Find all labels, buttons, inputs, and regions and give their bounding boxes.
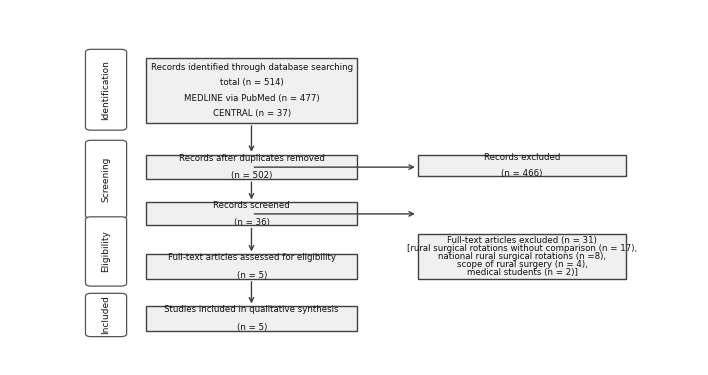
Text: Full-text articles excluded (n = 31): Full-text articles excluded (n = 31) (447, 236, 597, 245)
Text: (n = 5): (n = 5) (236, 323, 267, 332)
Text: Identification: Identification (101, 60, 110, 120)
Text: Records excluded: Records excluded (484, 153, 560, 162)
Text: Full-text articles assessed for eligibility: Full-text articles assessed for eligibil… (168, 253, 336, 262)
FancyBboxPatch shape (146, 58, 358, 123)
Text: medical students (n = 2)]: medical students (n = 2)] (467, 268, 578, 277)
Text: scope of rural surgery (n = 4),: scope of rural surgery (n = 4), (457, 260, 588, 269)
Text: [rural surgical rotations without comparison (n = 17),: [rural surgical rotations without compar… (407, 244, 637, 253)
Text: (n = 502): (n = 502) (231, 171, 273, 180)
Text: MEDLINE via PubMed (n = 477): MEDLINE via PubMed (n = 477) (184, 94, 319, 103)
Text: (n = 5): (n = 5) (236, 271, 267, 280)
Text: Included: Included (101, 296, 110, 334)
FancyBboxPatch shape (418, 155, 626, 176)
Text: (n = 466): (n = 466) (501, 169, 542, 178)
FancyBboxPatch shape (146, 202, 358, 225)
Text: CENTRAL (n = 37): CENTRAL (n = 37) (212, 110, 291, 118)
FancyBboxPatch shape (86, 140, 127, 218)
Text: (n = 36): (n = 36) (234, 218, 270, 227)
FancyBboxPatch shape (86, 217, 127, 286)
Text: Records after duplicates removed: Records after duplicates removed (179, 154, 325, 163)
Text: Records identified through database searching: Records identified through database sear… (151, 63, 353, 72)
FancyBboxPatch shape (418, 234, 626, 279)
Text: national rural surgical rotations (n =8),: national rural surgical rotations (n =8)… (438, 252, 606, 261)
FancyBboxPatch shape (146, 155, 358, 179)
Text: Screening: Screening (101, 157, 110, 202)
Text: Studies included in qualitative synthesis: Studies included in qualitative synthesi… (164, 305, 339, 314)
FancyBboxPatch shape (86, 293, 127, 337)
FancyBboxPatch shape (146, 306, 358, 331)
Text: Records screened: Records screened (213, 201, 290, 210)
Text: Eligibility: Eligibility (101, 231, 110, 272)
Text: total (n = 514): total (n = 514) (220, 78, 284, 87)
FancyBboxPatch shape (146, 254, 358, 279)
FancyBboxPatch shape (86, 50, 127, 130)
